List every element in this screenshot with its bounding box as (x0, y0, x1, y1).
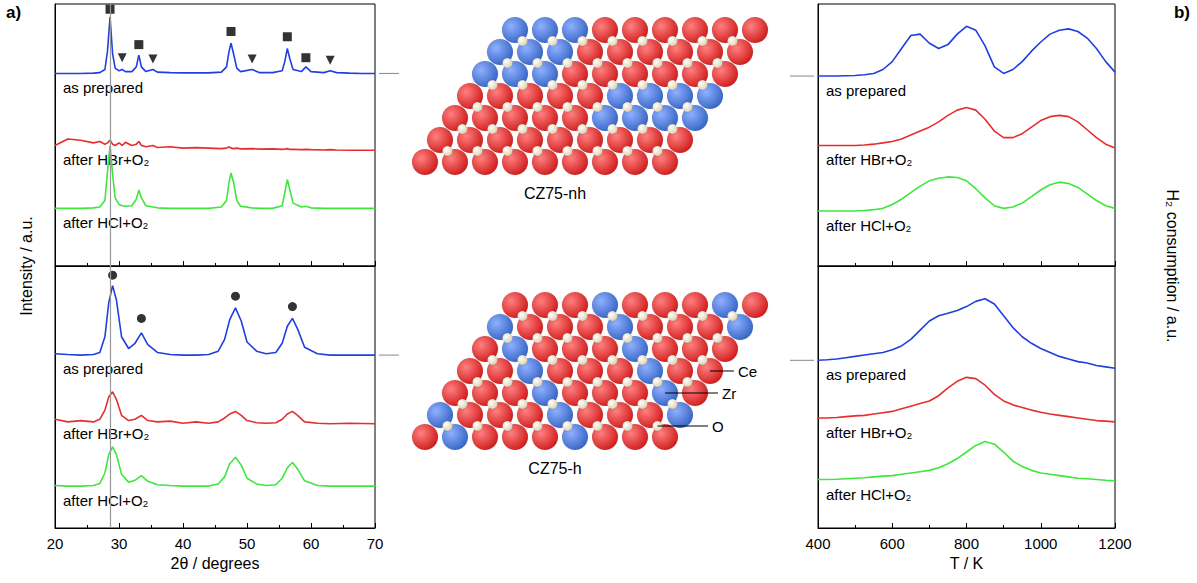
svg-text:CZ75-h: CZ75-h (528, 460, 581, 477)
svg-text:as prepared: as prepared (63, 79, 143, 96)
svg-text:after HBr+O₂: after HBr+O₂ (63, 425, 149, 442)
svg-text:1200: 1200 (1098, 535, 1131, 552)
svg-text:after HBr+O₂: after HBr+O₂ (63, 151, 149, 168)
svg-text:after HCl+O₂: after HCl+O₂ (826, 486, 912, 503)
svg-text:H₂ consumption / a.u.: H₂ consumption / a.u. (1164, 190, 1181, 343)
svg-text:as prepared: as prepared (63, 360, 143, 377)
svg-text:b): b) (1174, 3, 1190, 22)
svg-text:Intensity / a.u.: Intensity / a.u. (18, 216, 35, 316)
svg-text:800: 800 (954, 535, 979, 552)
svg-text:as prepared: as prepared (826, 366, 906, 383)
svg-text:60: 60 (303, 535, 320, 552)
svg-text:T / K: T / K (950, 555, 984, 572)
svg-text:after HCl+O₂: after HCl+O₂ (63, 214, 149, 231)
svg-text:as prepared: as prepared (826, 82, 906, 99)
svg-text:70: 70 (367, 535, 384, 552)
svg-text:400: 400 (805, 535, 830, 552)
svg-text:40: 40 (175, 535, 192, 552)
svg-text:2θ / degrees: 2θ / degrees (171, 555, 260, 572)
svg-text:Zr: Zr (722, 385, 736, 402)
svg-text:600: 600 (880, 535, 905, 552)
svg-text:after HCl+O₂: after HCl+O₂ (63, 492, 149, 509)
svg-text:after HBr+O₂: after HBr+O₂ (826, 151, 912, 168)
svg-text:Ce: Ce (738, 363, 757, 380)
svg-text:30: 30 (111, 535, 128, 552)
svg-text:50: 50 (239, 535, 256, 552)
svg-text:20: 20 (47, 535, 64, 552)
svg-text:CZ75-nh: CZ75-nh (524, 185, 586, 202)
svg-text:after HCl+O₂: after HCl+O₂ (826, 217, 912, 234)
svg-text:1000: 1000 (1024, 535, 1057, 552)
svg-text:a): a) (6, 3, 21, 22)
svg-text:O: O (712, 418, 724, 435)
svg-text:after HBr+O₂: after HBr+O₂ (826, 424, 912, 441)
